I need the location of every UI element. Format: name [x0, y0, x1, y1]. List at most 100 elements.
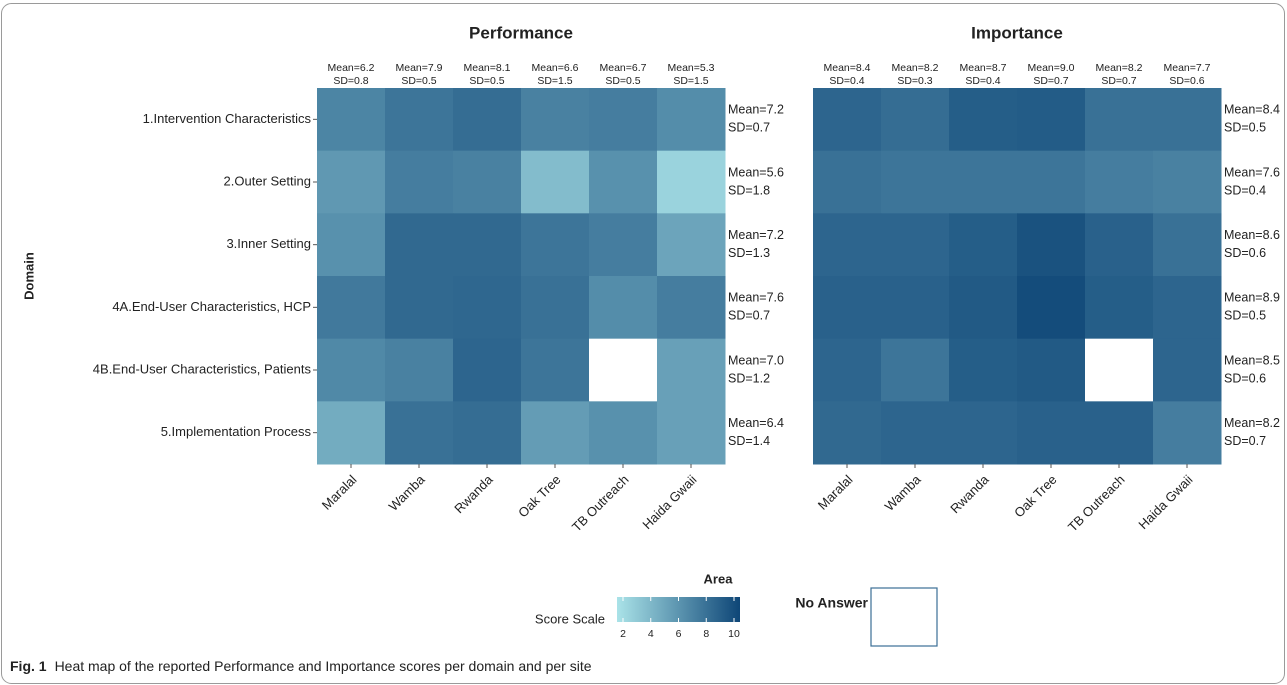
column-stat: Mean=5.3	[668, 62, 715, 74]
y-tick-label: 5.Implementation Process	[161, 424, 312, 439]
x-tick-label: Maralal	[815, 472, 856, 513]
cell	[949, 338, 1018, 402]
cell	[657, 88, 726, 152]
cell	[657, 213, 726, 277]
cell	[385, 88, 454, 152]
column-stat: SD=0.5	[605, 75, 640, 87]
cell	[453, 276, 522, 340]
row-stat: SD=1.3	[728, 246, 770, 260]
row-stat: Mean=8.2	[1224, 416, 1280, 430]
cell	[657, 150, 726, 214]
column-stat: Mean=6.2	[328, 62, 375, 74]
cell	[813, 150, 882, 214]
cell	[1017, 276, 1086, 340]
cell	[1085, 401, 1154, 465]
row-stat: SD=0.5	[1224, 309, 1266, 323]
row-stat: Mean=5.6	[728, 165, 784, 179]
cell	[657, 338, 726, 402]
cell	[521, 88, 590, 152]
panel-title: Importance	[971, 23, 1063, 42]
color-bar-label: 6	[676, 628, 682, 640]
x-tick-label: Haida Gwaii	[1135, 472, 1195, 532]
no-answer-cell	[1085, 338, 1154, 402]
column-stat: SD=0.8	[333, 75, 368, 87]
cell	[317, 213, 386, 277]
cell	[521, 338, 590, 402]
row-stat: Mean=7.0	[728, 353, 784, 367]
row-stat: SD=0.5	[1224, 121, 1266, 135]
row-stat: Mean=7.6	[728, 291, 784, 305]
x-tick-label: Wamba	[386, 471, 428, 513]
column-stat: SD=0.7	[1101, 75, 1136, 87]
cell	[453, 401, 522, 465]
cell	[589, 150, 658, 214]
x-tick-label: Haida Gwaii	[639, 472, 699, 532]
legend-title: Area	[704, 571, 734, 586]
caption: Fig. 1 Heat map of the reported Performan…	[10, 658, 592, 674]
row-stat: Mean=6.4	[728, 416, 784, 430]
cell	[521, 401, 590, 465]
cell	[813, 88, 882, 152]
frame	[1, 3, 1285, 684]
row-stat: Mean=7.2	[728, 228, 784, 242]
cell	[881, 88, 950, 152]
column-stat: SD=0.3	[897, 75, 932, 87]
row-stat: Mean=8.5	[1224, 353, 1280, 367]
cell	[589, 88, 658, 152]
caption-text: Heat map of the reported Performance and…	[55, 658, 592, 674]
cell	[385, 338, 454, 402]
cell	[521, 276, 590, 340]
cell	[1153, 88, 1222, 152]
column-stat: Mean=8.4	[824, 62, 871, 74]
no-answer-label: No Answer	[795, 595, 868, 611]
row-stat: Mean=8.9	[1224, 291, 1280, 305]
column-stat: SD=0.5	[469, 75, 504, 87]
cell	[813, 276, 882, 340]
panel-title: Performance	[469, 23, 573, 42]
column-stat: Mean=6.6	[532, 62, 579, 74]
color-bar-label: 2	[620, 628, 626, 640]
cell	[881, 213, 950, 277]
no-answer-cell	[589, 338, 658, 402]
row-stat: SD=0.7	[728, 121, 770, 135]
cell	[949, 88, 1018, 152]
row-stat: SD=1.2	[728, 371, 770, 385]
cell	[521, 150, 590, 214]
cell	[881, 276, 950, 340]
cell	[813, 401, 882, 465]
cell	[657, 276, 726, 340]
cell	[385, 150, 454, 214]
cell	[1017, 88, 1086, 152]
column-stat: SD=0.7	[1033, 75, 1068, 87]
x-tick-label: Oak Tree	[1011, 472, 1059, 520]
y-tick-label: 4B.End-User Characteristics, Patients	[93, 361, 312, 376]
y-axis-label: Domain	[21, 252, 36, 300]
y-tick-label: 4A.End-User Characteristics, HCP	[112, 299, 311, 314]
color-bar	[617, 597, 740, 622]
cell	[1085, 213, 1154, 277]
row-stat: SD=1.8	[728, 183, 770, 197]
y-tick-label: 2.Outer Setting	[224, 173, 311, 188]
cell	[453, 213, 522, 277]
cell	[1153, 213, 1222, 277]
row-stat: SD=1.4	[728, 434, 770, 448]
cell	[385, 213, 454, 277]
column-stat: SD=0.5	[401, 75, 436, 87]
row-stat: SD=0.7	[728, 309, 770, 323]
cell	[949, 401, 1018, 465]
row-stat: SD=0.6	[1224, 371, 1266, 385]
cell	[1085, 150, 1154, 214]
cell	[589, 276, 658, 340]
x-tick-label: Rwanda	[451, 471, 496, 516]
x-tick-label: TB Outreach	[569, 472, 632, 535]
cell	[949, 150, 1018, 214]
column-stat: SD=0.4	[829, 75, 864, 87]
column-stat: SD=0.6	[1169, 75, 1204, 87]
x-tick-label: Oak Tree	[515, 472, 563, 520]
y-tick-label: 1.Intervention Characteristics	[143, 111, 312, 126]
column-stat: Mean=6.7	[600, 62, 647, 74]
column-stat: Mean=8.1	[464, 62, 511, 74]
x-tick-label: Wamba	[882, 471, 924, 513]
row-stat: Mean=8.4	[1224, 103, 1280, 117]
